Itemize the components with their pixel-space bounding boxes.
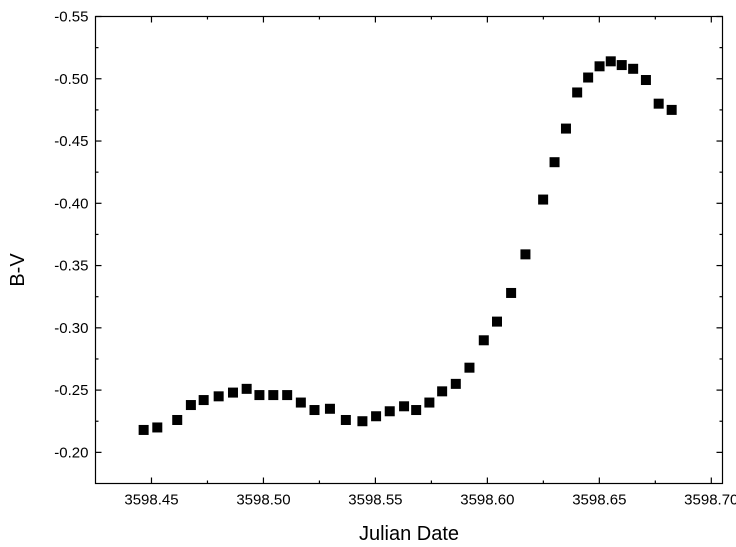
y-tick-label: -0.55 (54, 9, 88, 26)
data-point (241, 383, 252, 394)
data-point (213, 391, 224, 402)
y-tick-label: -0.20 (54, 444, 88, 461)
data-point (437, 386, 448, 397)
y-axis-title: B-V (7, 253, 29, 287)
data-point (560, 123, 571, 134)
data-point (583, 72, 594, 83)
plot-frame (94, 15, 724, 485)
data-point (464, 362, 475, 373)
data-point (185, 400, 196, 411)
x-tick-label: 3598.70 (684, 492, 736, 509)
x-tick-label: 3598.50 (236, 492, 290, 509)
data-point (506, 287, 517, 298)
data-point (520, 249, 531, 260)
data-point (152, 422, 163, 433)
data-point (549, 157, 560, 168)
data-point (594, 61, 605, 72)
y-tick-label: -0.25 (54, 382, 88, 399)
x-axis-title: Julian Date (359, 523, 459, 545)
data-point (628, 63, 639, 74)
data-point (254, 390, 265, 401)
data-point (572, 87, 583, 98)
data-point (411, 405, 422, 416)
data-point (653, 98, 664, 109)
x-tick-label: 3598.65 (572, 492, 626, 509)
data-point (198, 395, 209, 406)
data-point (616, 60, 627, 71)
data-point (424, 397, 435, 408)
data-point (478, 335, 489, 346)
tick-labels: 3598.45 3598.50 3598.55 3598.60 3598.65 3598.… (54, 9, 736, 509)
x-tick-label: 3598.60 (460, 492, 514, 509)
data-point (538, 194, 549, 205)
y-tick-label: -0.45 (54, 133, 88, 150)
data-point (492, 316, 502, 327)
data-point (384, 406, 395, 417)
data-point (640, 75, 651, 86)
y-tick-label: -0.35 (54, 258, 88, 275)
data-point (340, 414, 351, 425)
data-point (371, 411, 382, 422)
data-point (324, 403, 335, 414)
data-point (666, 104, 677, 115)
data-point (399, 401, 410, 412)
data-point (605, 56, 616, 67)
x-tick-label: 3598.45 (124, 492, 178, 509)
data-point (172, 414, 183, 425)
axis-ticks (95, 15, 723, 484)
y-tick-label: -0.40 (54, 195, 88, 212)
x-tick-label: 3598.55 (348, 492, 402, 509)
y-tick-label: -0.50 (54, 71, 88, 88)
data-point (138, 424, 149, 435)
data-point (309, 405, 320, 416)
data-point (268, 390, 279, 401)
data-point (450, 378, 461, 389)
data-point (282, 390, 293, 401)
y-tick-label: -0.30 (54, 320, 88, 337)
data-point (227, 387, 238, 398)
data-point (295, 397, 306, 408)
data-points (138, 56, 677, 435)
data-point (357, 416, 368, 427)
